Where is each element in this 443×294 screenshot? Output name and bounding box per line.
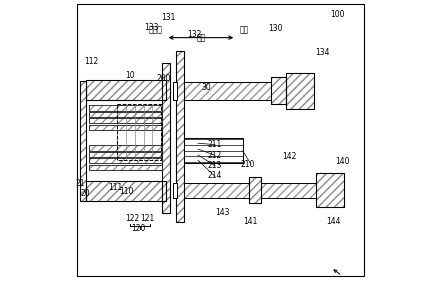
- Bar: [89, 158, 162, 163]
- Bar: [176, 51, 184, 222]
- Text: 144: 144: [326, 217, 341, 225]
- Text: 122: 122: [125, 214, 140, 223]
- Bar: [89, 112, 162, 117]
- Bar: [89, 118, 162, 123]
- Bar: [89, 118, 162, 123]
- Bar: [80, 81, 86, 201]
- Text: 112: 112: [85, 57, 99, 66]
- Text: 214: 214: [208, 171, 222, 180]
- Text: 132: 132: [187, 30, 202, 39]
- Bar: [89, 112, 162, 117]
- Bar: [85, 181, 166, 201]
- Text: 10: 10: [125, 71, 135, 80]
- Bar: [89, 145, 162, 151]
- Text: 133: 133: [144, 23, 159, 31]
- Text: 211: 211: [208, 140, 222, 149]
- Bar: [315, 173, 343, 207]
- Text: 134: 134: [316, 48, 330, 57]
- Bar: [89, 105, 162, 111]
- Text: 142: 142: [283, 152, 297, 161]
- Text: 141: 141: [243, 217, 257, 225]
- Text: 30: 30: [201, 83, 211, 92]
- Text: 120: 120: [132, 224, 146, 233]
- Bar: [89, 105, 162, 111]
- Bar: [89, 152, 162, 157]
- Bar: [315, 173, 343, 207]
- Text: 21: 21: [75, 179, 85, 188]
- Text: 131: 131: [161, 13, 175, 21]
- Bar: [89, 158, 162, 163]
- Text: 140: 140: [335, 157, 350, 166]
- Bar: [80, 81, 86, 201]
- Bar: [184, 183, 250, 198]
- Bar: [286, 73, 314, 109]
- Text: 111: 111: [108, 183, 122, 192]
- Bar: [85, 80, 166, 100]
- Bar: [271, 77, 286, 104]
- Bar: [89, 152, 162, 157]
- Text: 200: 200: [157, 74, 171, 83]
- Bar: [85, 80, 166, 100]
- Bar: [286, 73, 314, 109]
- Text: 20: 20: [81, 189, 90, 198]
- Text: 143: 143: [215, 208, 229, 217]
- Text: 130: 130: [268, 24, 283, 33]
- Bar: [89, 165, 162, 170]
- Bar: [271, 77, 286, 104]
- Bar: [173, 183, 177, 198]
- Bar: [173, 82, 177, 100]
- Bar: [184, 82, 272, 100]
- Text: 213: 213: [208, 161, 222, 170]
- Text: 212: 212: [208, 151, 222, 160]
- Text: 另一侧: 另一侧: [149, 26, 163, 34]
- Bar: [89, 125, 162, 130]
- Bar: [162, 63, 171, 213]
- Bar: [85, 181, 166, 201]
- Bar: [184, 82, 272, 100]
- Bar: [176, 51, 184, 222]
- Bar: [260, 183, 316, 198]
- Bar: [249, 177, 261, 203]
- Bar: [260, 183, 316, 198]
- Bar: [89, 145, 162, 151]
- Bar: [184, 138, 243, 163]
- Bar: [249, 177, 261, 203]
- Text: 100: 100: [330, 10, 345, 19]
- Bar: [89, 125, 162, 130]
- Text: 210: 210: [240, 160, 255, 168]
- Bar: [162, 63, 171, 213]
- Bar: [184, 183, 250, 198]
- Text: 121: 121: [140, 214, 155, 223]
- Bar: [89, 165, 162, 170]
- Text: 一侧: 一侧: [239, 26, 249, 34]
- Text: 110: 110: [120, 187, 134, 196]
- Text: 轴向: 轴向: [196, 34, 206, 43]
